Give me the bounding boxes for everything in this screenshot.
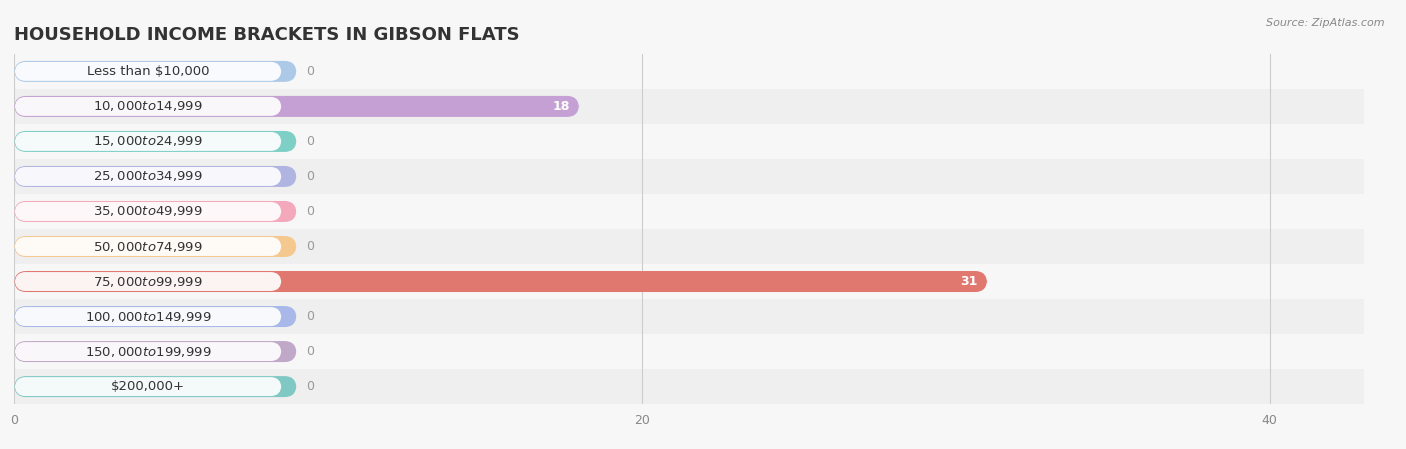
Bar xyxy=(14,299,1364,334)
Text: $100,000 to $149,999: $100,000 to $149,999 xyxy=(84,309,211,324)
Text: 0: 0 xyxy=(307,170,314,183)
Text: 0: 0 xyxy=(307,205,314,218)
FancyBboxPatch shape xyxy=(14,131,297,152)
Bar xyxy=(14,54,1364,89)
Text: $50,000 to $74,999: $50,000 to $74,999 xyxy=(93,239,202,254)
Text: $25,000 to $34,999: $25,000 to $34,999 xyxy=(93,169,202,184)
FancyBboxPatch shape xyxy=(14,166,297,187)
FancyBboxPatch shape xyxy=(14,237,281,256)
Text: 0: 0 xyxy=(307,240,314,253)
FancyBboxPatch shape xyxy=(14,306,297,327)
Text: $150,000 to $199,999: $150,000 to $199,999 xyxy=(84,344,211,359)
Bar xyxy=(14,369,1364,404)
FancyBboxPatch shape xyxy=(14,96,579,117)
FancyBboxPatch shape xyxy=(14,167,281,186)
Bar xyxy=(14,229,1364,264)
Text: $10,000 to $14,999: $10,000 to $14,999 xyxy=(93,99,202,114)
Text: Source: ZipAtlas.com: Source: ZipAtlas.com xyxy=(1267,18,1385,28)
FancyBboxPatch shape xyxy=(14,62,281,81)
Bar xyxy=(14,124,1364,159)
Bar xyxy=(14,334,1364,369)
FancyBboxPatch shape xyxy=(14,97,281,116)
FancyBboxPatch shape xyxy=(14,202,281,221)
FancyBboxPatch shape xyxy=(14,61,297,82)
FancyBboxPatch shape xyxy=(14,236,297,257)
FancyBboxPatch shape xyxy=(14,272,281,291)
FancyBboxPatch shape xyxy=(14,342,281,361)
Bar xyxy=(14,159,1364,194)
FancyBboxPatch shape xyxy=(14,377,281,396)
Text: HOUSEHOLD INCOME BRACKETS IN GIBSON FLATS: HOUSEHOLD INCOME BRACKETS IN GIBSON FLAT… xyxy=(14,26,520,44)
Text: Less than $10,000: Less than $10,000 xyxy=(87,65,209,78)
Text: 0: 0 xyxy=(307,65,314,78)
FancyBboxPatch shape xyxy=(14,132,281,151)
FancyBboxPatch shape xyxy=(14,307,281,326)
Text: $35,000 to $49,999: $35,000 to $49,999 xyxy=(93,204,202,219)
Text: 0: 0 xyxy=(307,345,314,358)
Text: $15,000 to $24,999: $15,000 to $24,999 xyxy=(93,134,202,149)
Text: 0: 0 xyxy=(307,135,314,148)
Bar xyxy=(14,264,1364,299)
FancyBboxPatch shape xyxy=(14,271,987,292)
FancyBboxPatch shape xyxy=(14,341,297,362)
FancyBboxPatch shape xyxy=(14,201,297,222)
Text: 31: 31 xyxy=(960,275,977,288)
FancyBboxPatch shape xyxy=(14,376,297,397)
Text: 18: 18 xyxy=(553,100,569,113)
Bar xyxy=(14,89,1364,124)
Text: 0: 0 xyxy=(307,310,314,323)
Text: 0: 0 xyxy=(307,380,314,393)
Text: $75,000 to $99,999: $75,000 to $99,999 xyxy=(93,274,202,289)
Text: $200,000+: $200,000+ xyxy=(111,380,186,393)
Bar xyxy=(14,194,1364,229)
